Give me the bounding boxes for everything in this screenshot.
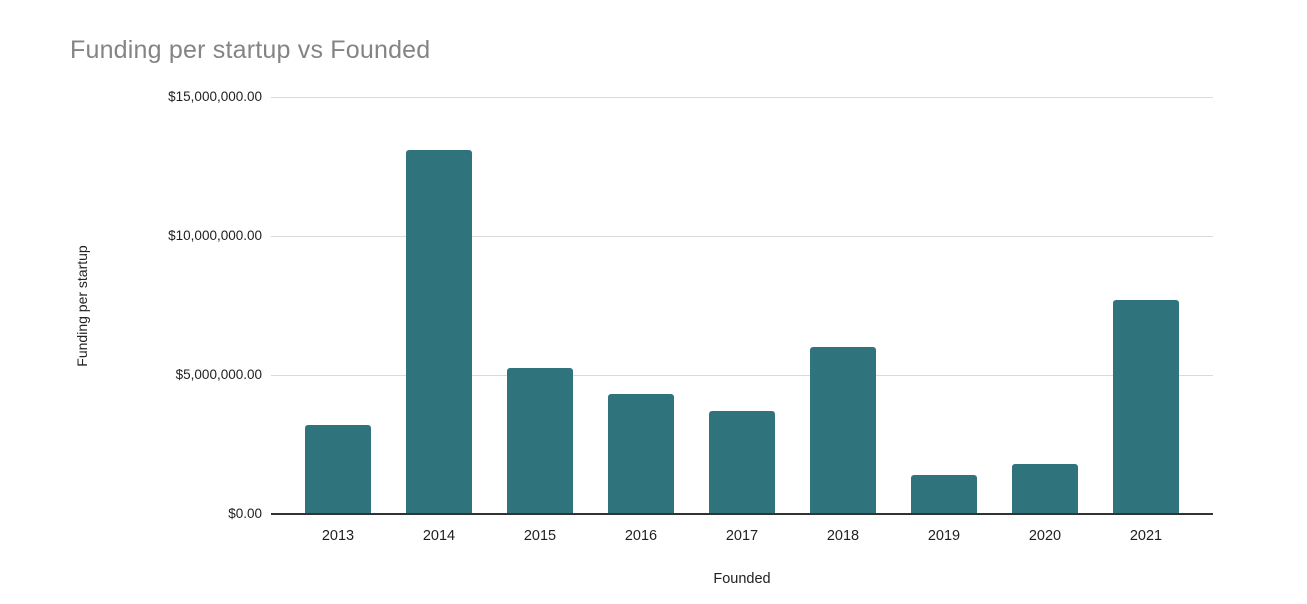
y-tick-label: $0.00 bbox=[228, 506, 262, 521]
bar-2013 bbox=[305, 425, 371, 514]
x-axis-title: Founded bbox=[713, 571, 771, 587]
bar-2020 bbox=[1012, 463, 1078, 514]
y-axis-title: Funding per startup bbox=[74, 245, 90, 367]
gridline-10000000 bbox=[271, 236, 1213, 237]
x-tick-label-2015: 2015 bbox=[523, 528, 557, 544]
chart-title: Funding per startup vs Founded bbox=[70, 36, 431, 64]
bar-2021 bbox=[1113, 299, 1179, 514]
plot-area bbox=[271, 97, 1213, 515]
bar-2018 bbox=[810, 347, 876, 514]
x-tick-label-2018: 2018 bbox=[826, 528, 860, 544]
x-tick-label-2021: 2021 bbox=[1129, 528, 1163, 544]
bar-2015 bbox=[507, 368, 573, 514]
x-tick-label-2014: 2014 bbox=[422, 528, 456, 544]
bar-series bbox=[271, 97, 1213, 514]
y-tick-label: $15,000,000.00 bbox=[168, 89, 262, 104]
x-tick-label-2013: 2013 bbox=[321, 528, 355, 544]
x-tick-label-2016: 2016 bbox=[624, 528, 658, 544]
y-tick-label: $5,000,000.00 bbox=[175, 367, 262, 382]
x-axis-line bbox=[271, 513, 1213, 515]
gridline-15000000 bbox=[271, 97, 1213, 98]
x-tick-label-2019: 2019 bbox=[927, 528, 961, 544]
x-tick-label-2017: 2017 bbox=[725, 528, 759, 544]
bar-2014 bbox=[406, 149, 472, 514]
x-axis-tick-labels: 2013 2014 2015 2016 2017 2018 2019 2020 2021 bbox=[271, 528, 1213, 544]
y-tick-label: $10,000,000.00 bbox=[168, 228, 262, 243]
bar-2017 bbox=[709, 411, 775, 514]
bar-2019 bbox=[911, 475, 977, 514]
gridline-5000000 bbox=[271, 375, 1213, 376]
x-tick-label-2020: 2020 bbox=[1028, 528, 1062, 544]
bar-2016 bbox=[608, 394, 674, 514]
